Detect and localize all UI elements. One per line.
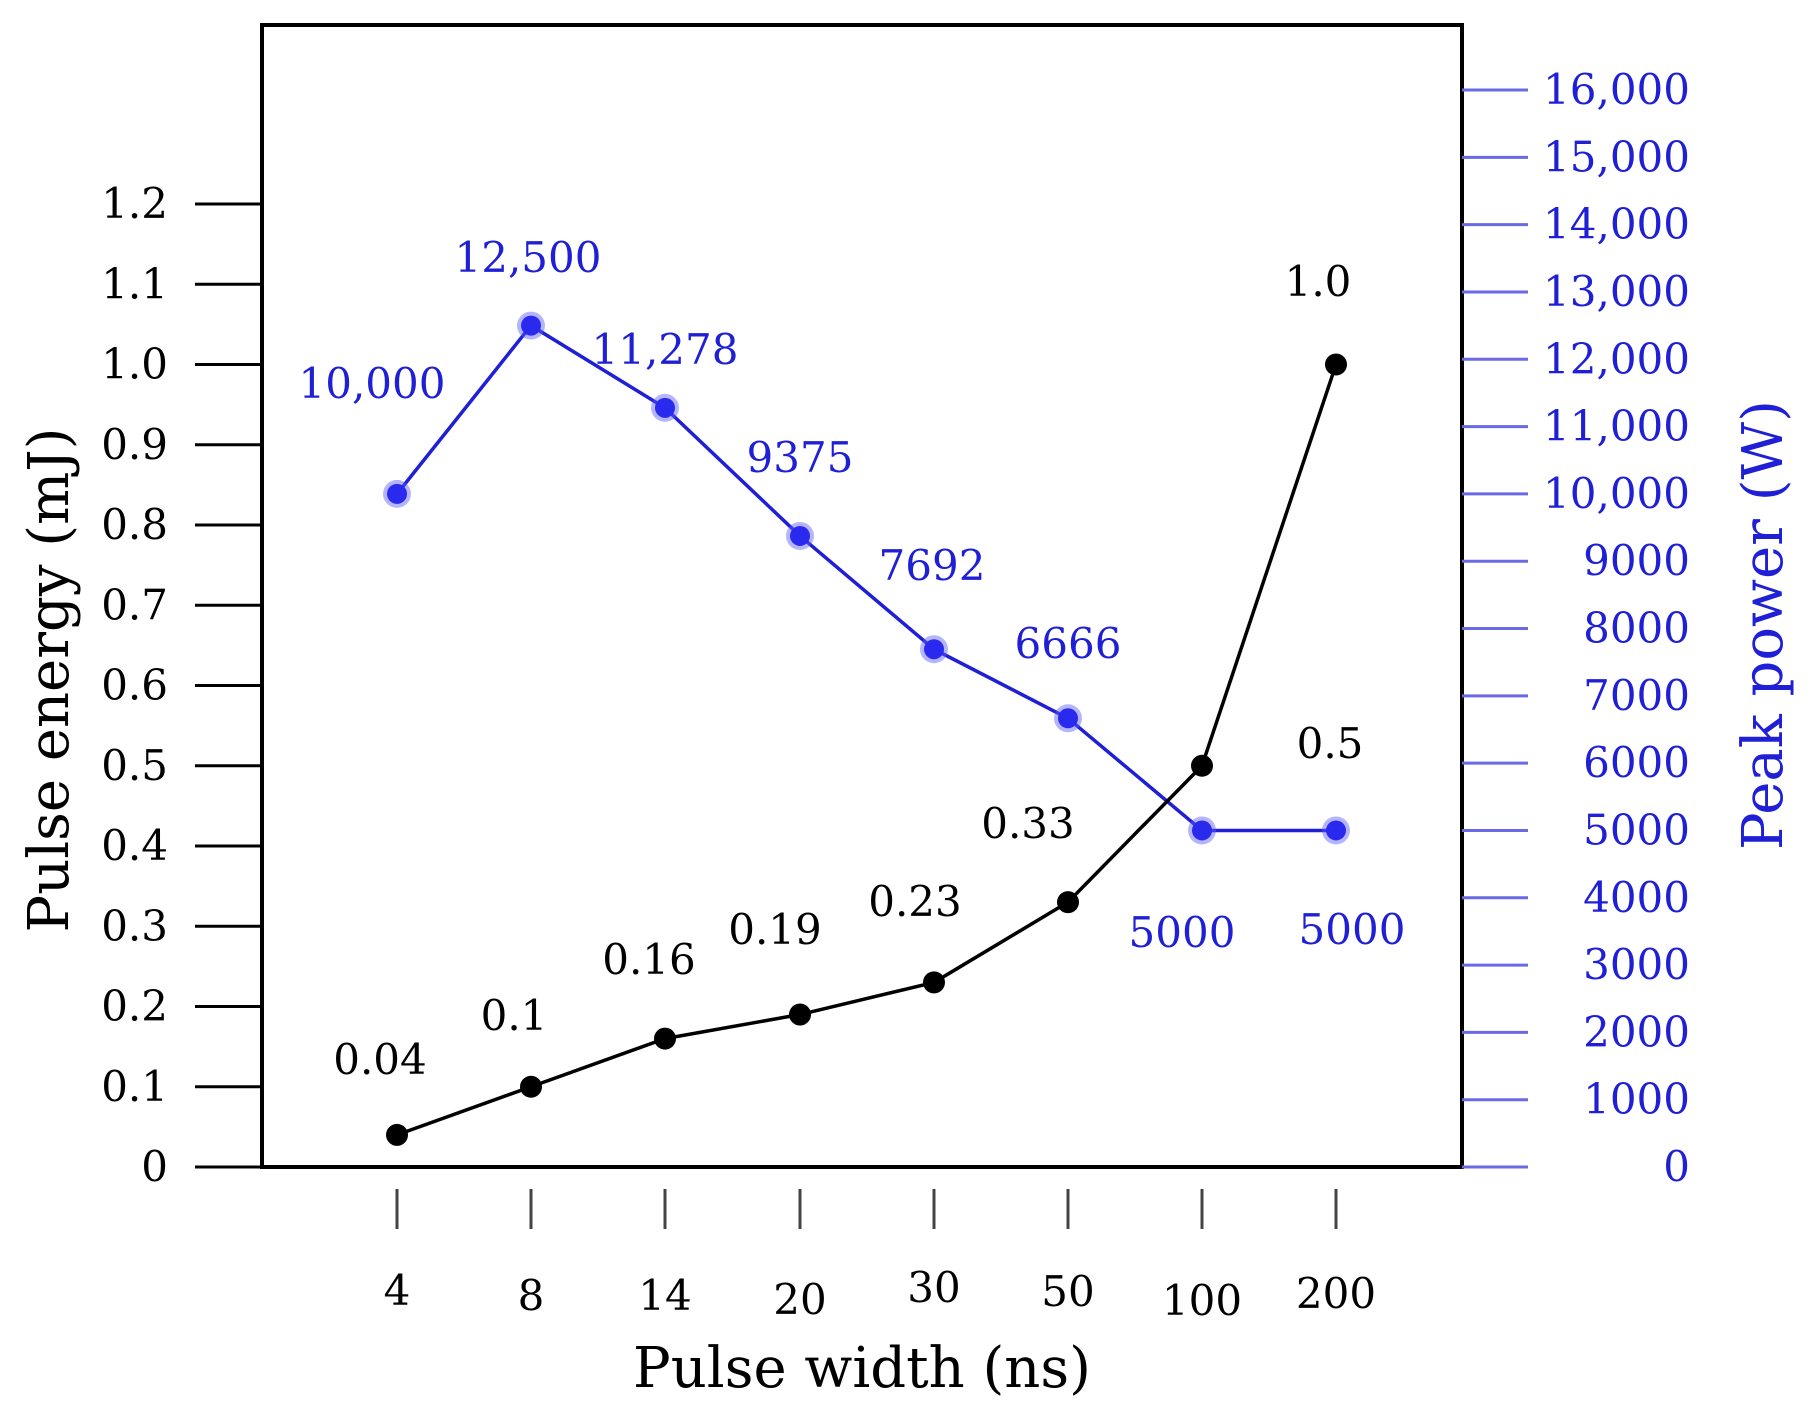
right-tick-label: 7000: [1583, 671, 1690, 720]
energy-data-label: 0.16: [602, 935, 696, 984]
left-tick-label: 0.8: [101, 500, 168, 549]
x-tick-label: 200: [1296, 1269, 1376, 1318]
left-tick-label: 1.0: [101, 340, 168, 389]
right-tick-label: 8000: [1583, 604, 1690, 653]
right-axis-title: Peak power (W): [1731, 400, 1796, 850]
energy-point: [1191, 754, 1213, 777]
power-point: [1192, 820, 1212, 841]
right-tick-label: 6000: [1583, 738, 1690, 787]
right-tick-label: 16,000: [1543, 65, 1690, 114]
right-tick-label: 2000: [1583, 1007, 1690, 1056]
power-point: [924, 639, 944, 660]
energy-data-label: 0.33: [981, 799, 1075, 848]
left-axis-title: Pulse energy (mJ): [17, 428, 82, 933]
x-tick-label: 8: [518, 1271, 545, 1320]
right-tick-label: 4000: [1583, 873, 1690, 922]
power-series-line: [395, 323, 1336, 833]
right-tick-label: 11,000: [1543, 402, 1690, 451]
energy-data-label: 0.04: [333, 1035, 427, 1084]
right-axis: 0 1000 2000 3000 4000 5000 6000 7000 8000 9000 10,…: [1462, 65, 1690, 1191]
energy-point: [789, 1003, 811, 1026]
right-tick-label: 0: [1663, 1142, 1690, 1191]
power-data-label: 6666: [1015, 619, 1122, 668]
power-data-label: 5000: [1129, 908, 1236, 957]
power-data-label: 11,278: [592, 325, 739, 374]
right-tick-label: 13,000: [1543, 267, 1690, 316]
energy-point: [520, 1075, 542, 1098]
power-point: [521, 315, 541, 336]
x-tick-label: 30: [907, 1263, 960, 1312]
energy-point: [923, 971, 945, 994]
left-axis: 0 0.1 0.2 0.3 0.4 0.5 0.6 0.7 0.8 0.9 1.0 1.1 1.2: [101, 179, 262, 1191]
power-data-label: 9375: [747, 433, 854, 482]
power-data-label: 7692: [879, 541, 986, 590]
left-tick-label: 0: [141, 1142, 168, 1191]
power-point: [387, 483, 407, 504]
series-layer: 10,000 12,500 11,278 9375 7692 6666 5000 5000 0.…: [299, 233, 1406, 1146]
energy-data-label: 1.0: [1285, 257, 1352, 306]
right-tick-label: 1000: [1583, 1075, 1690, 1124]
power-data-label: 10,000: [299, 359, 446, 408]
left-tick-label: 0.5: [101, 741, 168, 790]
left-tick-label: 0.9: [101, 420, 168, 469]
energy-data-label: 0.19: [728, 905, 822, 954]
left-tick-label: 0.4: [101, 821, 168, 870]
left-tick-label: 0.2: [101, 982, 168, 1031]
power-data-label: 12,500: [455, 233, 602, 282]
x-axis: 4 8 14 20 30 50 100 200: [384, 1189, 1376, 1325]
left-tick-label: 0.7: [101, 580, 168, 629]
power-point: [655, 397, 675, 418]
energy-data-label: 0.23: [868, 877, 962, 926]
x-tick-label: 20: [773, 1275, 826, 1324]
power-point: [1058, 708, 1078, 729]
x-tick-label: 14: [638, 1271, 691, 1320]
x-tick-label: 50: [1041, 1267, 1094, 1316]
right-tick-label: 14,000: [1543, 200, 1690, 249]
right-tick-label: 15,000: [1543, 132, 1690, 181]
power-point: [1326, 820, 1346, 841]
energy-point: [1057, 891, 1079, 914]
left-tick-label: 0.3: [101, 901, 168, 950]
energy-series-line: [396, 363, 1338, 1137]
energy-data-label: 0.5: [1297, 719, 1364, 768]
right-tick-label: 12,000: [1543, 334, 1690, 383]
x-tick-label: 100: [1162, 1276, 1242, 1325]
x-tick-label: 4: [384, 1266, 411, 1315]
right-tick-label: 3000: [1583, 940, 1690, 989]
right-tick-label: 9000: [1583, 536, 1690, 585]
energy-point: [654, 1027, 676, 1050]
energy-data-label: 0.1: [481, 991, 548, 1040]
right-tick-label: 10,000: [1543, 469, 1690, 518]
left-tick-label: 1.2: [101, 179, 168, 228]
power-point: [790, 525, 810, 546]
power-data-label: 5000: [1299, 905, 1406, 954]
left-tick-label: 0.6: [101, 661, 168, 710]
left-tick-label: 1.1: [101, 259, 168, 308]
right-tick-label: 5000: [1583, 805, 1690, 854]
left-tick-label: 0.1: [101, 1062, 168, 1111]
plot-frame: [260, 23, 1464, 1169]
energy-point: [386, 1123, 408, 1146]
energy-point: [1325, 353, 1347, 376]
x-axis-title: Pulse width (ns): [633, 1336, 1091, 1401]
